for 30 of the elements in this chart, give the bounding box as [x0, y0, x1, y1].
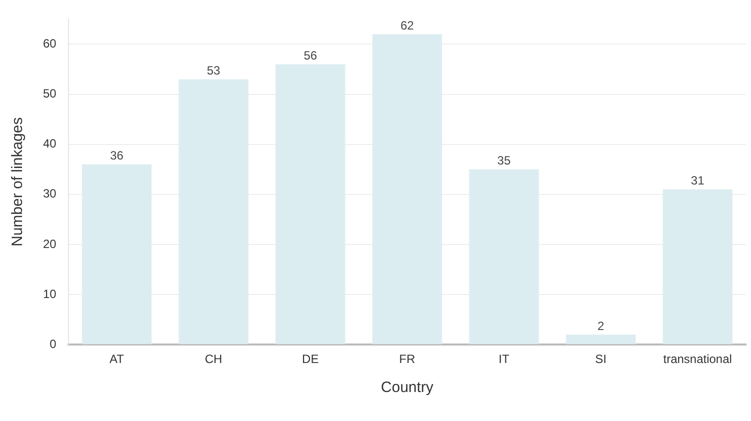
bar: [82, 164, 152, 344]
y-tick-label: 60: [42, 36, 57, 51]
x-tick-label: SI: [595, 352, 606, 366]
data-label: 35: [497, 154, 511, 168]
data-label: 56: [304, 48, 318, 63]
data-label: 36: [110, 148, 124, 163]
y-tick-label: 50: [42, 86, 57, 101]
y-tick-label: 30: [42, 186, 57, 201]
bar: [662, 189, 732, 344]
y-tick-label: 10: [42, 286, 57, 301]
x-tick-label: transnational: [663, 352, 732, 366]
data-label: 62: [400, 18, 414, 33]
data-label: 31: [690, 174, 705, 188]
y-tick-label: 40: [42, 136, 57, 151]
data-label: 2: [597, 318, 604, 333]
x-tick-label: IT: [498, 352, 510, 366]
bar: [566, 334, 636, 344]
y-tick-label: 0: [50, 336, 57, 351]
y-tick-label: 20: [42, 236, 57, 251]
bar: [469, 169, 539, 344]
bar: [276, 64, 346, 344]
x-tick-label: CH: [204, 352, 222, 366]
y-axis-title: Number of linkages: [9, 117, 26, 247]
data-label: 53: [206, 64, 221, 78]
x-tick-label: DE: [302, 352, 319, 366]
x-tick-label: AT: [110, 352, 125, 366]
bar: [372, 34, 442, 344]
x-axis-title: Country: [380, 379, 434, 396]
bar: [178, 79, 248, 344]
x-tick-label: FR: [399, 352, 416, 366]
